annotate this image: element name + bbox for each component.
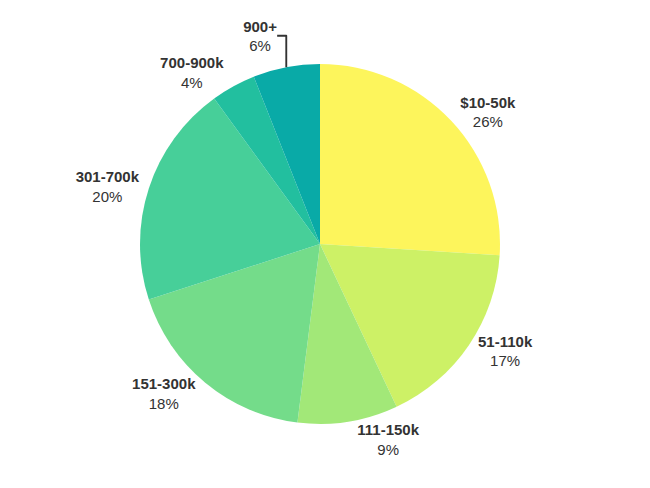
svg-text:51-110k17%: 51-110k17% — [478, 333, 533, 370]
svg-text:700-900k4%: 700-900k4% — [160, 54, 224, 91]
svg-text:900+6%: 900+6% — [243, 18, 277, 55]
svg-text:301-700k20%: 301-700k20% — [76, 168, 140, 205]
svg-text:151-300k18%: 151-300k18% — [132, 375, 196, 412]
svg-text:$10-50k26%: $10-50k26% — [460, 94, 516, 131]
svg-text:111-150k9%: 111-150k9% — [357, 421, 419, 458]
